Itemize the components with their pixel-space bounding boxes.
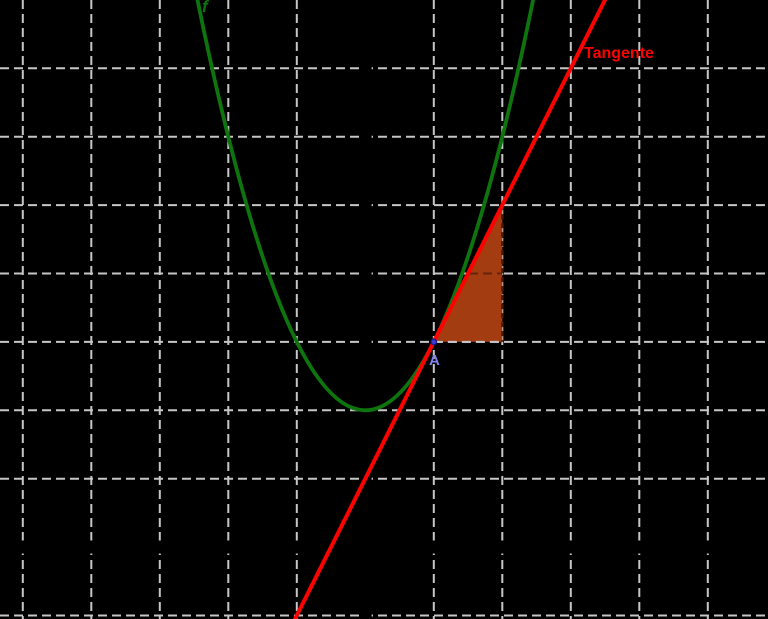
point-a-label[interactable]: A — [429, 352, 440, 369]
point-a[interactable] — [430, 338, 438, 346]
grid-horizontal-lines — [0, 67, 768, 617]
function-curve-f[interactable] — [195, 0, 535, 413]
y-axis-hidden — [359, 0, 372, 619]
function-label-f[interactable]: f — [202, 0, 208, 16]
x-axis-hidden — [0, 540, 768, 554]
tangent-line[interactable] — [293, 0, 607, 619]
tangent-label[interactable]: Tangente — [584, 45, 654, 62]
